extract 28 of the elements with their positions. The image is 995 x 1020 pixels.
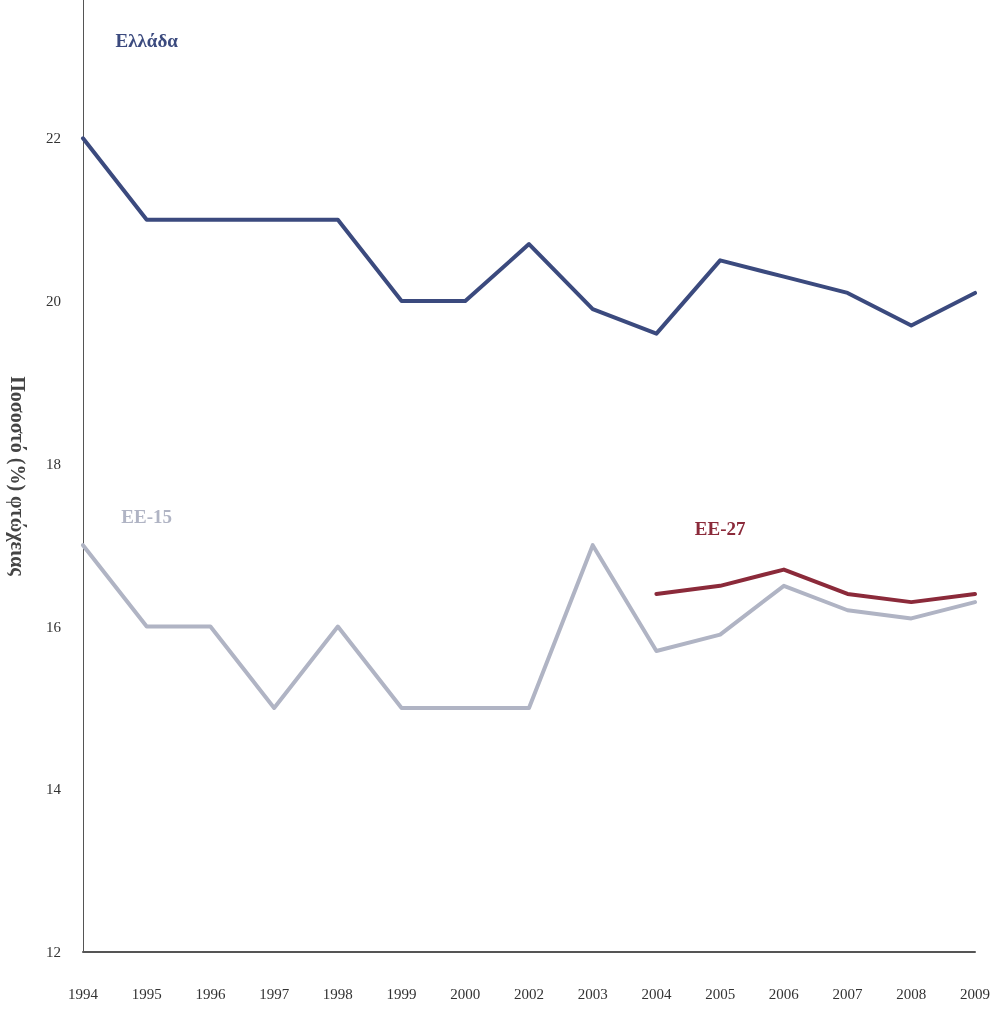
text: ΕΕ-15 [121,506,173,528]
text: ΕΕ-27 [694,518,746,540]
x-tick-label: 2008 [896,985,927,1002]
x-tick-label: 2005 [705,985,736,1002]
y-axis-title: Ποσοστό (%) φτώχειας [6,376,29,577]
x-tick-label: 2009 [960,985,990,1002]
y-tick-label: 12 [46,944,61,960]
x-tick-label: 2000 [450,985,481,1002]
x-tick-label: 2003 [577,985,608,1002]
line-series [81,543,977,710]
line-series [654,567,977,605]
y-tick-label: 18 [46,455,61,472]
y-tick-label: 20 [46,293,61,310]
y-tick-label: 14 [46,781,62,798]
x-tick-label: 1997 [259,985,290,1002]
x-tick-label: 2006 [768,985,800,1002]
x-tick-label: 1998 [322,985,353,1002]
x-tick-label: 1995 [131,985,162,1002]
y-tick-label: 22 [46,130,61,147]
y-tick-label: 16 [46,618,62,635]
x-tick-label: 2007 [832,985,864,1002]
x-tick-label: 1994 [68,985,99,1002]
x-tick-label: 2004 [641,985,672,1002]
x-tick-label: 2002 [514,985,544,1002]
x-tick-label: 1996 [195,985,226,1002]
line-series [81,136,977,336]
text: Ελλάδα [115,30,179,52]
x-tick-label: 1999 [386,985,417,1002]
